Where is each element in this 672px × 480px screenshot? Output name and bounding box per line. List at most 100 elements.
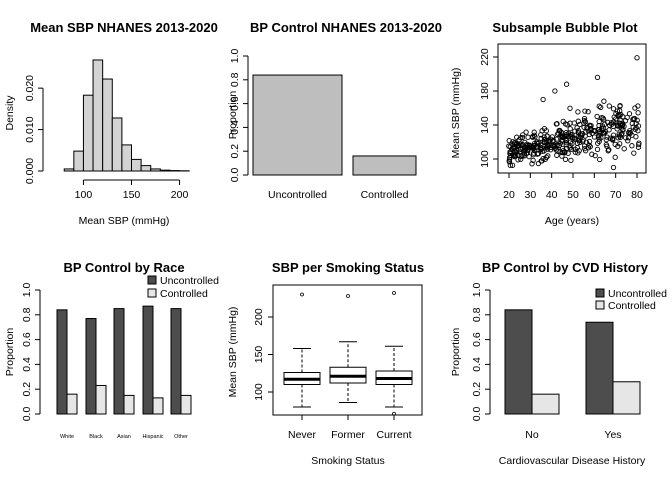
data-point xyxy=(592,128,598,134)
y-axis-label: Density xyxy=(4,95,16,131)
outlier-point xyxy=(300,292,304,297)
data-point xyxy=(606,127,612,133)
y-tick-label: 0.0 xyxy=(21,407,33,422)
data-point xyxy=(582,108,588,114)
chart-title: SBP per Smoking Status xyxy=(272,260,424,275)
data-point xyxy=(594,146,601,153)
x-tick-label: 30 xyxy=(524,189,536,201)
data-point xyxy=(589,151,595,157)
data-point xyxy=(552,88,558,94)
y-tick-label: 180 xyxy=(479,82,491,100)
data-point xyxy=(536,140,542,146)
data-point xyxy=(619,130,625,137)
data-point xyxy=(582,145,588,152)
data-point xyxy=(559,153,565,159)
data-point xyxy=(545,153,551,159)
data-point xyxy=(506,156,513,162)
x-tick-label: 80 xyxy=(631,189,643,201)
data-point xyxy=(510,139,516,145)
legend-label: Controlled xyxy=(160,288,208,300)
data-point xyxy=(576,137,583,144)
y-tick-label: 0.0 xyxy=(229,168,241,183)
chart-title: Mean SBP NHANES 2013-2020 xyxy=(30,20,218,35)
histogram-bar xyxy=(121,144,132,172)
data-point xyxy=(518,156,524,162)
data-point xyxy=(635,110,641,116)
data-point xyxy=(531,143,537,149)
data-point xyxy=(574,125,580,131)
y-axis-label: Mean SBP (mmHg) xyxy=(227,307,239,398)
x-category-label: Other xyxy=(174,434,188,440)
data-point xyxy=(538,135,544,142)
outlier-point xyxy=(346,294,350,298)
data-point xyxy=(506,137,512,144)
data-point xyxy=(632,105,638,111)
data-point xyxy=(598,104,604,111)
legend-label: Uncontrolled xyxy=(160,275,219,287)
data-point xyxy=(568,134,574,140)
histogram-bar xyxy=(92,59,104,172)
data-point xyxy=(609,121,615,127)
data-point xyxy=(617,103,623,109)
data-point xyxy=(558,129,564,135)
data-point xyxy=(544,133,550,139)
data-point xyxy=(626,111,633,117)
data-point xyxy=(540,155,546,162)
data-point xyxy=(540,96,546,103)
histogram-bar xyxy=(140,165,152,172)
data-point xyxy=(586,131,593,138)
data-point xyxy=(601,98,607,104)
data-point xyxy=(631,150,637,156)
data-point xyxy=(535,150,542,157)
data-point xyxy=(532,134,538,140)
data-point xyxy=(585,109,591,115)
data-point xyxy=(525,134,531,140)
data-point xyxy=(596,118,602,125)
data-point xyxy=(562,156,569,163)
x-tick-label: 40 xyxy=(546,189,558,201)
data-point xyxy=(592,152,598,159)
x-category-label: Current xyxy=(376,429,411,441)
data-point xyxy=(541,148,547,154)
x-category-label: Uncontrolled xyxy=(268,189,327,201)
data-point xyxy=(629,143,635,149)
data-point xyxy=(610,106,617,112)
y-tick-label: 0.8 xyxy=(229,72,241,87)
data-point xyxy=(567,105,573,111)
x-tick-label: 100 xyxy=(75,189,93,201)
data-point xyxy=(557,140,564,146)
data-point xyxy=(632,126,638,132)
histogram-bar xyxy=(82,94,94,172)
data-point xyxy=(507,149,513,155)
data-point xyxy=(612,141,618,148)
data-point xyxy=(518,153,525,159)
bar-controlled xyxy=(123,394,135,415)
x-category-label: White xyxy=(60,434,74,440)
y-tick-label: 0.4 xyxy=(229,120,241,135)
data-point xyxy=(599,114,605,121)
plot-frame xyxy=(497,43,647,174)
bar-uncontrolled xyxy=(585,321,614,415)
data-point xyxy=(633,120,639,127)
data-point xyxy=(572,149,578,155)
data-point xyxy=(522,144,529,150)
data-point xyxy=(586,138,593,145)
bar-controlled xyxy=(531,393,560,415)
data-point xyxy=(567,126,573,132)
data-point xyxy=(594,74,601,81)
data-point xyxy=(612,154,618,160)
legend-label: Uncontrolled xyxy=(608,288,667,300)
data-point xyxy=(581,115,588,122)
data-point xyxy=(629,120,635,127)
legend-swatch xyxy=(147,275,157,285)
data-point xyxy=(543,154,550,160)
chart-title: BP Control NHANES 2013-2020 xyxy=(250,20,442,35)
data-point xyxy=(567,143,573,149)
histogram-bar xyxy=(111,117,123,172)
data-point xyxy=(616,131,622,137)
data-point xyxy=(552,144,558,150)
x-axis-label: Cardiovascular Disease History xyxy=(499,455,646,467)
y-tick-label: 100 xyxy=(253,383,265,401)
histogram-bar xyxy=(150,168,161,172)
data-point xyxy=(581,117,588,124)
